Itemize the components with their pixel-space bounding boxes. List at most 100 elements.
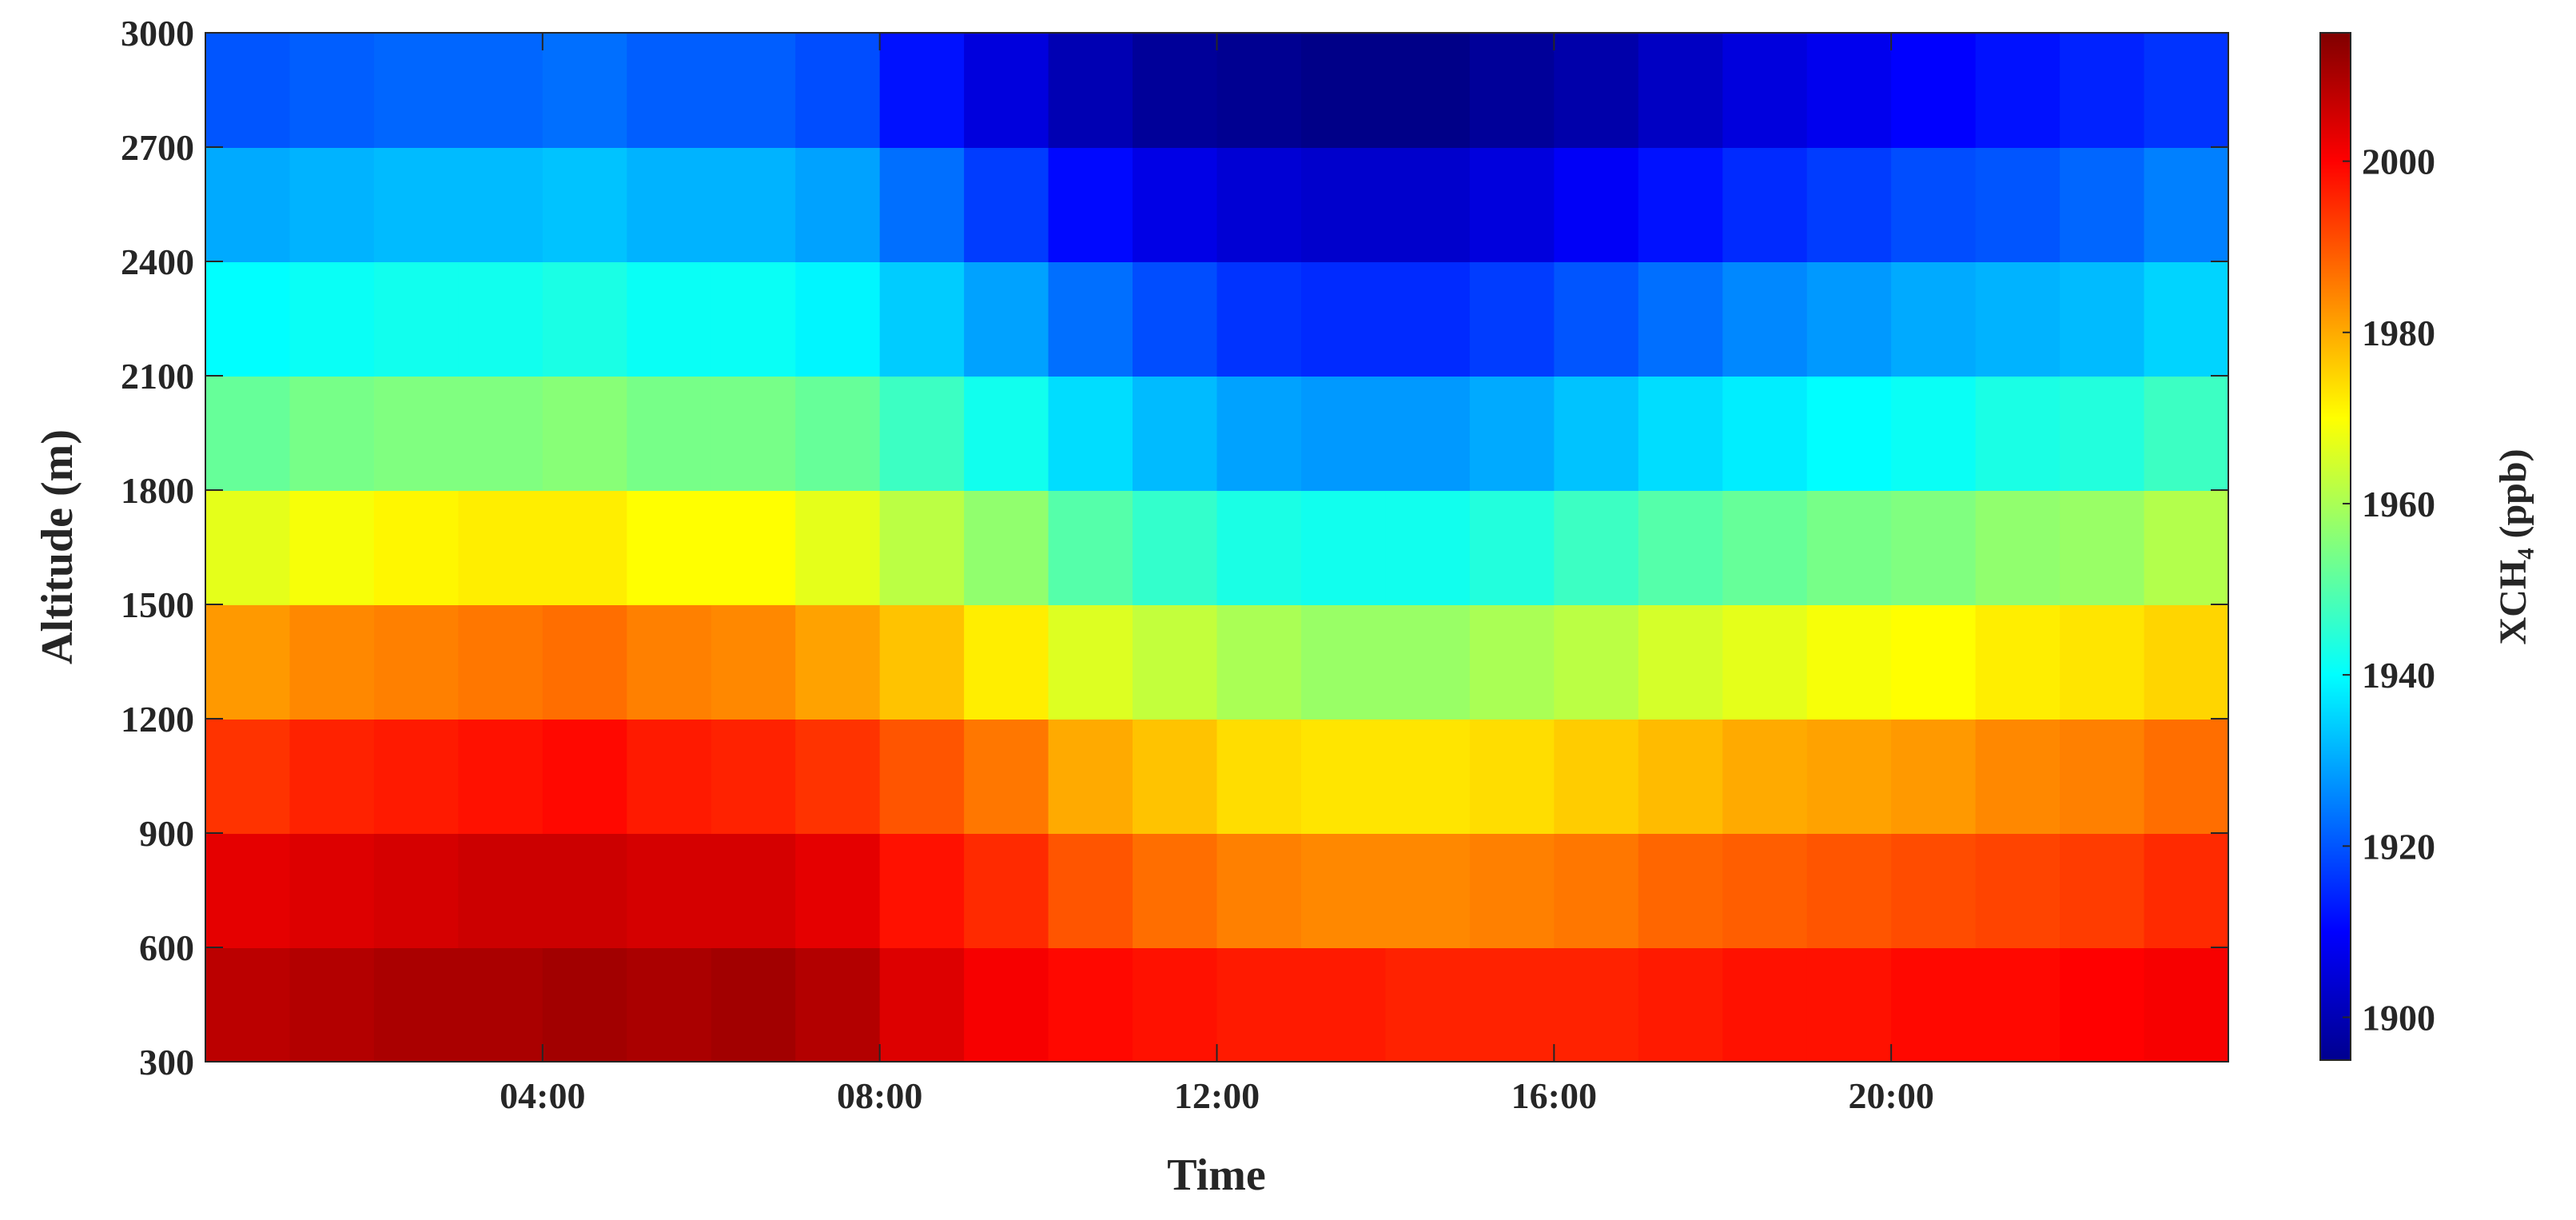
heatmap-cell <box>2144 947 2229 1063</box>
heatmap-cell <box>542 490 628 605</box>
heatmap-cell <box>2144 490 2229 605</box>
heatmap-cell <box>373 604 460 720</box>
heatmap-cell <box>1554 147 1639 262</box>
heatmap-cell <box>1554 261 1639 377</box>
y-axis-label: Altitude (m) <box>33 429 82 664</box>
heatmap-cell <box>1554 719 1639 834</box>
heatmap-cell <box>1300 604 1387 720</box>
heatmap-cell <box>879 33 966 148</box>
heatmap-cell <box>964 604 1049 720</box>
heatmap <box>205 33 2229 1063</box>
heatmap-cell <box>795 376 881 491</box>
heatmap-cell <box>711 490 797 605</box>
heatmap-cell <box>1722 33 1808 148</box>
colorbar-tick-label: 1960 <box>2362 484 2435 524</box>
heatmap-cell <box>458 490 543 605</box>
heatmap-cell <box>711 33 797 148</box>
heatmap-cell <box>1891 147 1977 262</box>
heatmap-cell <box>542 261 628 377</box>
heatmap-cell <box>964 261 1049 377</box>
heatmap-cell <box>373 33 460 148</box>
heatmap-cell <box>1216 833 1302 948</box>
heatmap-cell <box>879 833 966 948</box>
heatmap-cell <box>1385 33 1471 148</box>
heatmap-cell <box>542 947 628 1063</box>
heatmap-cell <box>2144 376 2229 491</box>
heatmap-cell <box>1385 261 1471 377</box>
heatmap-cell <box>964 33 1049 148</box>
heatmap-cell <box>1300 490 1387 605</box>
heatmap-cell <box>1806 604 1893 720</box>
heatmap-cell <box>1469 719 1555 834</box>
x-tick-label: 12:00 <box>1174 1075 1260 1116</box>
heatmap-cell <box>205 261 291 377</box>
x-tick-label: 16:00 <box>1511 1075 1597 1116</box>
heatmap-cell <box>711 719 797 834</box>
heatmap-cell <box>1638 261 1724 377</box>
heatmap-cell <box>964 719 1049 834</box>
heatmap-cell <box>1216 376 1302 491</box>
y-tick-label: 900 <box>139 813 194 854</box>
heatmap-cell <box>1300 947 1387 1063</box>
heatmap-cell <box>1806 719 1893 834</box>
heatmap-cell <box>964 147 1049 262</box>
heatmap-cell <box>205 33 291 148</box>
heatmap-cell <box>205 376 291 491</box>
heatmap-cell <box>1216 604 1302 720</box>
y-tick-label: 1500 <box>121 584 194 625</box>
heatmap-cell <box>373 147 460 262</box>
heatmap-cell <box>542 719 628 834</box>
heatmap-cell <box>1722 833 1808 948</box>
heatmap-cell <box>627 261 712 377</box>
heatmap-cell <box>1385 947 1471 1063</box>
y-tick-label: 2400 <box>121 241 194 282</box>
y-tick-label: 1800 <box>121 470 194 511</box>
heatmap-cell <box>795 833 881 948</box>
heatmap-cell <box>1638 147 1724 262</box>
colorbar-tick-label: 2000 <box>2362 142 2435 182</box>
heatmap-cell <box>1133 947 1218 1063</box>
heatmap-cell <box>627 947 712 1063</box>
heatmap-cell <box>1554 33 1639 148</box>
heatmap-cell <box>2144 33 2229 148</box>
heatmap-cell <box>1806 33 1893 148</box>
heatmap-cell <box>795 33 881 148</box>
heatmap-cell <box>1975 604 2061 720</box>
heatmap-cell <box>1891 833 1977 948</box>
heatmap-cell <box>964 376 1049 491</box>
heatmap-cell <box>458 33 543 148</box>
heatmap-cell <box>1722 147 1808 262</box>
heatmap-cell <box>1385 147 1471 262</box>
colorbar-tick-label: 1920 <box>2362 826 2435 867</box>
heatmap-cell <box>1722 604 1808 720</box>
heatmap-cell <box>1469 833 1555 948</box>
heatmap-cell <box>458 604 543 720</box>
heatmap-cell <box>1806 261 1893 377</box>
heatmap-cell <box>1133 147 1218 262</box>
heatmap-cell <box>1048 833 1134 948</box>
heatmap-cell <box>1638 947 1724 1063</box>
heatmap-cell <box>627 604 712 720</box>
heatmap-cell <box>458 947 543 1063</box>
heatmap-cell <box>879 261 966 377</box>
heatmap-cell <box>205 719 291 834</box>
heatmap-cell <box>1975 947 2061 1063</box>
heatmap-cell <box>2144 833 2229 948</box>
heatmap-cell <box>1385 833 1471 948</box>
heatmap-cell <box>1722 261 1808 377</box>
heatmap-cell <box>289 947 375 1063</box>
heatmap-cell <box>1300 833 1387 948</box>
heatmap-cell <box>458 833 543 948</box>
heatmap-cell <box>2060 604 2145 720</box>
heatmap-cell <box>795 719 881 834</box>
heatmap-cell <box>1806 833 1893 948</box>
heatmap-cell <box>1806 376 1893 491</box>
x-tick-label: 08:00 <box>837 1075 922 1116</box>
heatmap-cell <box>711 261 797 377</box>
heatmap-cell <box>205 490 291 605</box>
heatmap-cell <box>1133 261 1218 377</box>
heatmap-cell <box>1216 147 1302 262</box>
heatmap-cell <box>1133 719 1218 834</box>
heatmap-cell <box>1975 33 2061 148</box>
